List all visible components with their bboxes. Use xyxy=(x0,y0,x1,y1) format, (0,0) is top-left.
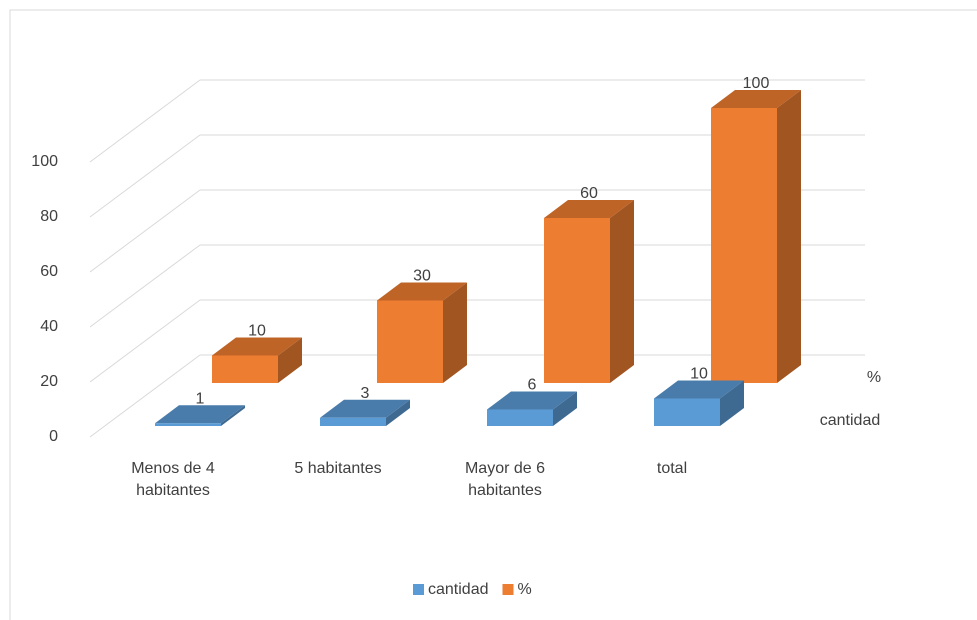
x-tick-label: Menos de 4 habitantes xyxy=(131,460,215,499)
data-label: 10 xyxy=(690,366,708,383)
bar xyxy=(377,300,443,383)
grid-line xyxy=(89,189,201,273)
legend-swatch xyxy=(502,584,514,595)
bar-top xyxy=(377,282,467,301)
bar xyxy=(320,417,386,426)
bar xyxy=(544,218,610,383)
y-tick-label: 100 xyxy=(31,153,58,170)
bar-top xyxy=(212,337,302,356)
grid-line xyxy=(89,134,201,218)
bar-side xyxy=(221,405,245,426)
grid-line xyxy=(89,299,201,383)
grid-line xyxy=(89,354,201,438)
y-tick-label: 60 xyxy=(40,263,58,280)
x-tick-label: total xyxy=(656,460,688,477)
bar-side xyxy=(720,380,744,426)
bar xyxy=(711,108,777,383)
chart-border xyxy=(9,9,977,620)
data-label: 6 xyxy=(528,377,537,394)
bar-top xyxy=(155,405,245,424)
bar-top xyxy=(544,200,634,218)
series-label: cantidad xyxy=(820,412,881,429)
bar xyxy=(212,355,278,383)
data-label: 100 xyxy=(743,75,770,92)
bar-side xyxy=(278,337,302,383)
y-tick-label: 20 xyxy=(40,373,58,390)
data-label: 1 xyxy=(196,390,205,407)
y-tick-label: 80 xyxy=(40,208,58,225)
legend-swatch xyxy=(413,584,424,595)
x-tick-label: 5 habitantes xyxy=(294,460,382,477)
x-tick-label: Mayor de 6 habitantes xyxy=(464,460,546,499)
legend-label: cantidad xyxy=(428,581,489,598)
bar-top xyxy=(654,380,744,399)
bar-top xyxy=(320,399,410,418)
bar-side xyxy=(553,391,577,426)
legend-label: % xyxy=(518,581,532,598)
y-tick-label: 40 xyxy=(40,318,58,335)
bar-top xyxy=(711,90,801,108)
bar xyxy=(487,409,553,426)
data-label: 60 xyxy=(580,185,598,202)
grid-line xyxy=(89,244,201,328)
bar-side xyxy=(443,282,467,383)
bar xyxy=(155,423,221,426)
bar-side xyxy=(777,90,801,383)
data-label: 3 xyxy=(361,385,370,402)
y-tick-label: 0 xyxy=(49,428,58,445)
bar-side xyxy=(386,399,410,426)
bar-top xyxy=(487,391,577,410)
bar xyxy=(654,398,720,426)
bar-side xyxy=(610,200,634,383)
data-label: 10 xyxy=(248,323,266,340)
data-label: 30 xyxy=(413,268,431,285)
series-label: % xyxy=(867,369,881,386)
grid-line xyxy=(89,79,201,163)
